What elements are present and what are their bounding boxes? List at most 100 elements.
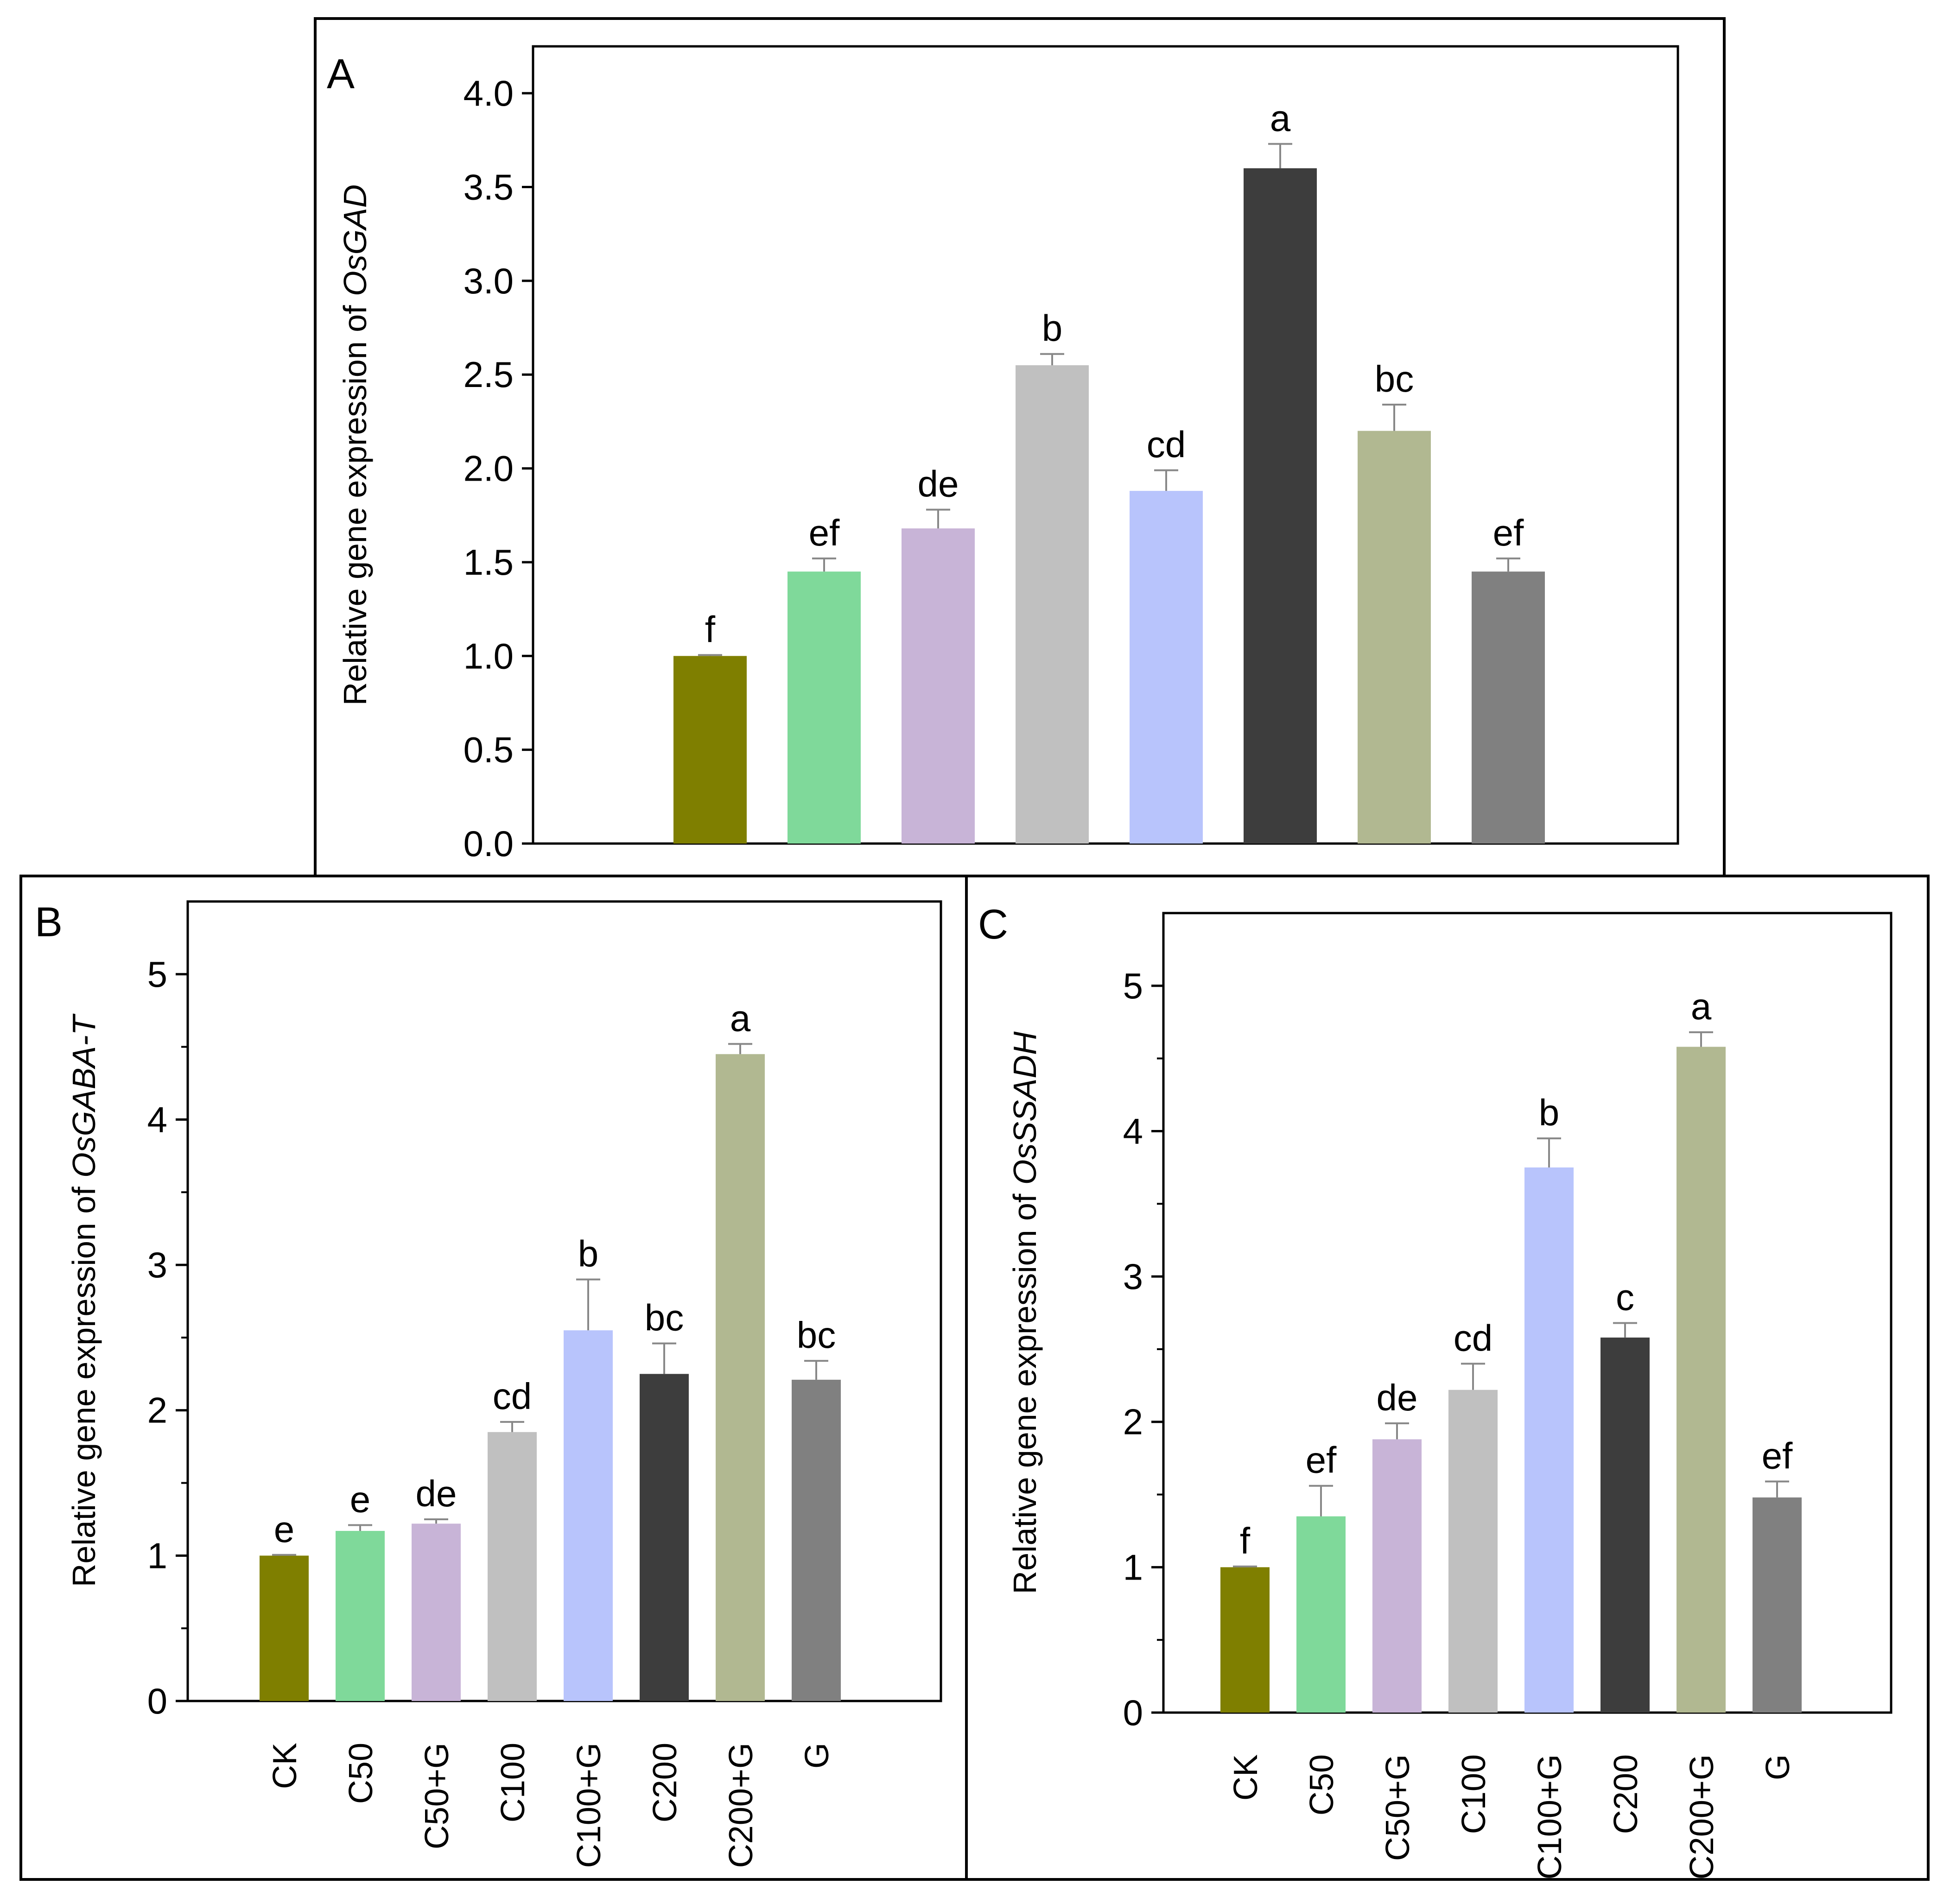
y-tick-label-b-2: 2 bbox=[147, 1390, 167, 1431]
significance-letter-a-1: ef bbox=[809, 512, 840, 553]
category-label-b-1: C50 bbox=[343, 1743, 380, 1804]
bar-b-0 bbox=[260, 1555, 309, 1701]
y-tick-label-c-4: 4 bbox=[1123, 1111, 1143, 1151]
y-axis-title-prefix-a: Relative gene expression of bbox=[337, 296, 373, 705]
chart-a: 0.0 0.5 1.0 1.5 2.0 2.5 3.0 3.5 4.0 Relative gene… bbox=[337, 45, 1679, 864]
category-label-c-0: CK bbox=[1227, 1754, 1264, 1801]
bar-a-6 bbox=[1358, 431, 1431, 844]
significance-letter-c-6: a bbox=[1691, 986, 1712, 1027]
y-tick-label-a-8: 4.0 bbox=[464, 73, 514, 114]
y-tick-label-a-6: 3.0 bbox=[464, 260, 514, 301]
panel-c-letter: C bbox=[978, 901, 1008, 948]
significance-letter-a-0: f bbox=[705, 609, 716, 650]
significance-letter-b-4: b bbox=[578, 1233, 599, 1274]
category-label-b-7: G bbox=[799, 1743, 836, 1769]
y-axis-title-gene-c: OsSSADH bbox=[1007, 1031, 1043, 1185]
significance-letter-a-2: de bbox=[918, 463, 959, 505]
y-tick-label-c-0: 0 bbox=[1123, 1692, 1143, 1733]
bar-a-1 bbox=[788, 571, 861, 844]
significance-letter-a-3: b bbox=[1042, 308, 1063, 349]
significance-letter-c-5: c bbox=[1616, 1276, 1634, 1318]
category-label-c-1: C50 bbox=[1303, 1754, 1340, 1815]
significance-letter-b-1: e bbox=[350, 1479, 371, 1520]
bar-b-6 bbox=[716, 1054, 765, 1701]
y-tick-label-a-2: 1.0 bbox=[464, 635, 514, 676]
significance-letter-c-3: cd bbox=[1454, 1317, 1493, 1358]
bar-a-4 bbox=[1130, 491, 1203, 844]
category-label-b-2: C50+G bbox=[419, 1743, 456, 1849]
bar-c-1 bbox=[1296, 1516, 1346, 1713]
significance-letter-a-6: bc bbox=[1375, 358, 1414, 400]
panel-b-letter: B bbox=[35, 899, 63, 946]
bar-a-5 bbox=[1244, 168, 1317, 844]
significance-letter-b-2: de bbox=[416, 1473, 457, 1514]
bar-a-3 bbox=[1016, 365, 1089, 844]
bar-c-0 bbox=[1220, 1567, 1270, 1713]
y-axis-title-gene-a: OsGAD bbox=[337, 184, 373, 296]
y-tick-label-a-0: 0.0 bbox=[464, 823, 514, 864]
significance-letter-b-3: cd bbox=[493, 1376, 532, 1417]
significance-letter-c-7: ef bbox=[1762, 1435, 1793, 1476]
significance-letter-b-5: bc bbox=[645, 1297, 684, 1338]
y-tick-label-c-1: 1 bbox=[1123, 1547, 1143, 1587]
y-tick-label-a-3: 1.5 bbox=[464, 542, 514, 583]
bar-c-5 bbox=[1600, 1337, 1650, 1713]
y-tick-label-b-1: 1 bbox=[147, 1535, 167, 1576]
y-axis-title-a: Relative gene expression of OsGAD bbox=[337, 184, 373, 705]
y-tick-label-c-3: 3 bbox=[1123, 1256, 1143, 1297]
bar-b-5 bbox=[640, 1374, 689, 1701]
y-axis-title-c: Relative gene expression of OsSSADH bbox=[1007, 1031, 1043, 1594]
y-tick-label-b-0: 0 bbox=[147, 1681, 167, 1721]
y-tick-label-c-2: 2 bbox=[1123, 1402, 1143, 1442]
significance-letter-c-0: f bbox=[1240, 1520, 1251, 1561]
y-tick-label-a-7: 3.5 bbox=[464, 167, 514, 208]
bar-c-3 bbox=[1448, 1390, 1498, 1713]
y-tick-label-c-5: 5 bbox=[1123, 965, 1143, 1006]
y-tick-label-b-4: 4 bbox=[147, 1099, 167, 1140]
plot-frame-a bbox=[532, 45, 1679, 845]
category-label-c-4: C100+G bbox=[1531, 1754, 1569, 1879]
significance-letter-b-6: a bbox=[730, 997, 751, 1039]
bar-b-4 bbox=[564, 1330, 613, 1701]
y-axis-title-prefix-c: Relative gene expression of bbox=[1007, 1185, 1043, 1594]
bar-a-0 bbox=[673, 656, 747, 844]
significance-letter-c-2: de bbox=[1377, 1377, 1418, 1418]
bar-a-2 bbox=[902, 528, 975, 844]
bar-b-2 bbox=[412, 1523, 461, 1701]
category-label-b-5: C200 bbox=[647, 1743, 684, 1822]
y-tick-label-a-1: 0.5 bbox=[464, 730, 514, 770]
bar-c-2 bbox=[1372, 1439, 1422, 1713]
panel-a-letter: A bbox=[327, 51, 355, 97]
bar-c-7 bbox=[1753, 1497, 1802, 1713]
significance-letter-a-5: a bbox=[1270, 97, 1291, 139]
bar-c-4 bbox=[1524, 1167, 1574, 1713]
y-tick-label-b-5: 5 bbox=[147, 954, 167, 995]
significance-letter-b-0: e bbox=[274, 1509, 295, 1550]
y-axis-title-prefix-b: Relative gene expression of bbox=[66, 1178, 102, 1587]
significance-letter-c-1: ef bbox=[1306, 1440, 1337, 1481]
chart-c: 0 1 2 3 4 5 Relative gene expression of OsSSAD… bbox=[1007, 912, 1893, 1879]
y-axis-title-gene-b: OsGABA-T bbox=[66, 1014, 102, 1178]
panel-c-frame bbox=[965, 875, 1930, 1881]
significance-letter-b-7: bc bbox=[797, 1314, 836, 1356]
category-label-b-6: C200+G bbox=[723, 1743, 760, 1868]
bar-c-6 bbox=[1677, 1047, 1726, 1713]
bar-b-7 bbox=[792, 1379, 841, 1701]
bar-a-7 bbox=[1472, 571, 1545, 844]
y-tick-label-a-5: 2.5 bbox=[464, 354, 514, 395]
category-label-c-7: G bbox=[1759, 1754, 1797, 1780]
chart-b: 0 1 2 3 4 5 Relative gene expression of OsGABA… bbox=[66, 900, 942, 1868]
y-tick-label-b-3: 3 bbox=[147, 1244, 167, 1285]
bar-b-1 bbox=[336, 1531, 385, 1701]
y-axis-title-b: Relative gene expression of OsGABA-T bbox=[66, 1014, 102, 1587]
category-label-c-2: C50+G bbox=[1379, 1754, 1416, 1861]
category-label-b-3: C100 bbox=[495, 1743, 532, 1822]
significance-letter-a-4: cd bbox=[1147, 424, 1186, 465]
category-label-b-0: CK bbox=[267, 1743, 304, 1789]
category-label-b-4: C100+G bbox=[571, 1743, 608, 1868]
significance-letter-a-7: ef bbox=[1493, 512, 1524, 553]
y-tick-label-a-4: 2.0 bbox=[464, 448, 514, 489]
significance-letter-c-4: b bbox=[1539, 1092, 1560, 1133]
category-label-c-3: C100 bbox=[1455, 1754, 1492, 1834]
